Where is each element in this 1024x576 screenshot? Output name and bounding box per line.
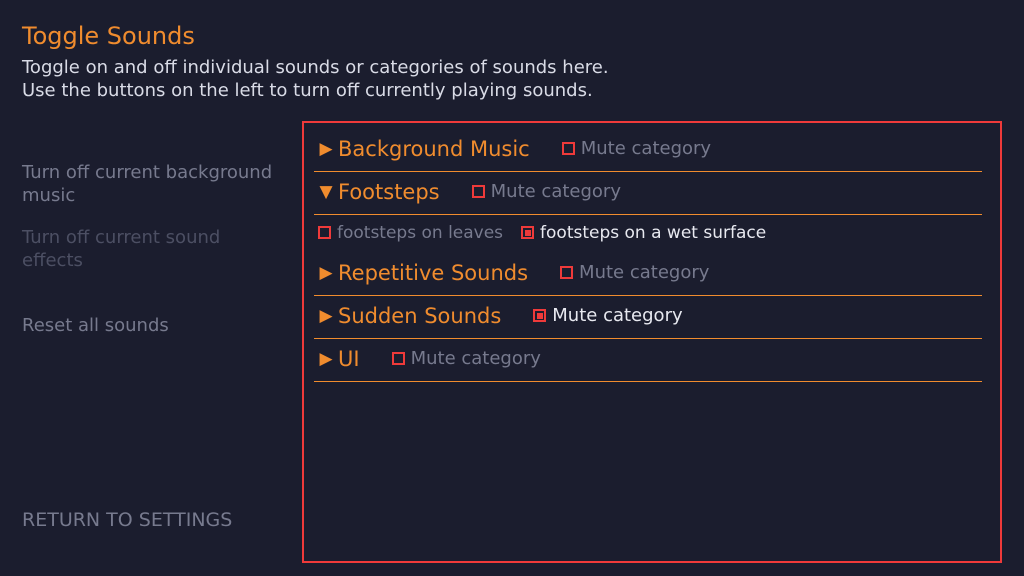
sidebar: Turn off current background music Turn o… [22, 121, 282, 563]
category-name[interactable]: Repetitive Sounds [338, 261, 528, 285]
category-name[interactable]: Background Music [338, 137, 530, 161]
expand-icon[interactable]: ▶ [314, 263, 338, 283]
page-title: Toggle Sounds [22, 22, 1002, 50]
mute-category-label: Mute category [581, 138, 711, 159]
sound-label: footsteps on a wet surface [540, 223, 766, 243]
collapse-icon[interactable]: ▼ [314, 182, 338, 202]
category-header: ▶ UI Mute category [314, 347, 982, 382]
category-repetitive-sounds: ▶ Repetitive Sounds Mute category [314, 261, 982, 296]
return-to-settings-button[interactable]: RETURN TO SETTINGS [22, 508, 282, 533]
reset-all-sounds-button[interactable]: Reset all sounds [22, 314, 282, 337]
sound-label: footsteps on leaves [337, 223, 503, 243]
expand-icon[interactable]: ▶ [314, 139, 338, 159]
checkbox-icon [533, 309, 546, 322]
category-header: ▶ Background Music Mute category [314, 137, 982, 172]
category-name[interactable]: Footsteps [338, 180, 440, 204]
subtitle-line-2: Use the buttons on the left to turn off … [22, 80, 593, 101]
checkbox-icon [472, 185, 485, 198]
category-items: footsteps on leaves footsteps on a wet s… [314, 215, 982, 253]
category-name[interactable]: Sudden Sounds [338, 304, 501, 328]
main-area: Turn off current background music Turn o… [22, 121, 1002, 563]
turn-off-bgm-button[interactable]: Turn off current background music [22, 161, 282, 208]
category-ui: ▶ UI Mute category [314, 347, 982, 382]
expand-icon[interactable]: ▶ [314, 349, 338, 369]
checkbox-icon [521, 226, 534, 239]
mute-category-toggle[interactable]: Mute category [392, 348, 541, 369]
mute-category-label: Mute category [552, 305, 682, 326]
toggle-sounds-screen: Toggle Sounds Toggle on and off individu… [0, 0, 1024, 576]
expand-icon[interactable]: ▶ [314, 306, 338, 326]
category-header: ▶ Sudden Sounds Mute category [314, 304, 982, 339]
sound-toggle-footsteps-wet[interactable]: footsteps on a wet surface [521, 223, 766, 243]
mute-category-label: Mute category [579, 262, 709, 283]
checkbox-icon [318, 226, 331, 239]
category-sudden-sounds: ▶ Sudden Sounds Mute category [314, 304, 982, 339]
mute-category-label: Mute category [411, 348, 541, 369]
category-background-music: ▶ Background Music Mute category [314, 137, 982, 172]
checkbox-icon [562, 142, 575, 155]
checkbox-icon [392, 352, 405, 365]
category-footsteps: ▼ Footsteps Mute category footsteps on l… [314, 180, 982, 253]
page-subtitle: Toggle on and off individual sounds or c… [22, 56, 1002, 103]
subtitle-line-1: Toggle on and off individual sounds or c… [22, 57, 609, 78]
mute-category-toggle[interactable]: Mute category [562, 138, 711, 159]
mute-category-toggle[interactable]: Mute category [533, 305, 682, 326]
categories-panel: ▶ Background Music Mute category ▼ Foots… [302, 121, 1002, 563]
category-header: ▶ Repetitive Sounds Mute category [314, 261, 982, 296]
category-name[interactable]: UI [338, 347, 360, 371]
category-header: ▼ Footsteps Mute category [314, 180, 982, 215]
sound-toggle-footsteps-leaves[interactable]: footsteps on leaves [318, 223, 503, 243]
turn-off-sfx-button[interactable]: Turn off current sound effects [22, 226, 282, 273]
mute-category-label: Mute category [491, 181, 621, 202]
checkbox-icon [560, 266, 573, 279]
mute-category-toggle[interactable]: Mute category [560, 262, 709, 283]
mute-category-toggle[interactable]: Mute category [472, 181, 621, 202]
